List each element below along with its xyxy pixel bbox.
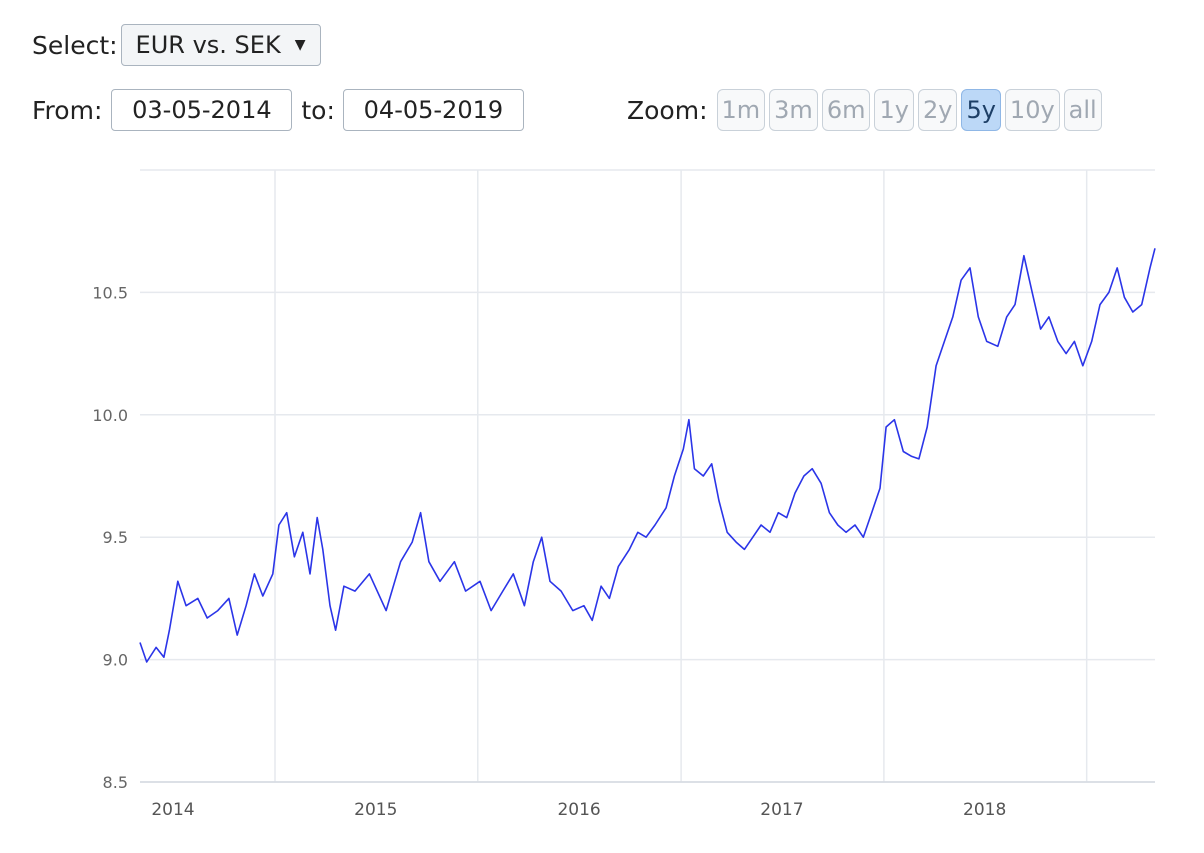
- to-label: to:: [301, 95, 335, 125]
- zoom-button-1m[interactable]: 1m: [716, 89, 766, 131]
- x-tick-label: 2017: [760, 800, 803, 820]
- zoom-button-6m[interactable]: 6m: [821, 89, 871, 131]
- dropdown-caret-icon: ▼: [294, 37, 306, 53]
- y-tick-label: 9.5: [103, 528, 128, 547]
- y-tick-label: 9.0: [103, 651, 128, 670]
- from-date-input[interactable]: 03-05-2014: [111, 89, 293, 131]
- currency-pair-value: EUR vs. SEK: [135, 31, 281, 59]
- series-line: [139, 248, 1156, 663]
- zoom-button-1y[interactable]: 1y: [874, 89, 914, 131]
- currency-select-row: Select: EUR vs. SEK ▼: [32, 24, 321, 66]
- zoom-controls: Zoom: 1m 3m 6m 1y 2y 5y 10y all: [627, 89, 1106, 131]
- date-range-row: From: 03-05-2014 to: 04-05-2019: [32, 89, 524, 131]
- select-label: Select:: [32, 30, 118, 60]
- zoom-button-10y[interactable]: 10y: [1004, 89, 1060, 131]
- chart-axes: 8.5 9.0 9.5 10.0 10.5 2014 2015 2016 2017 2018: [92, 283, 1155, 820]
- chart-series: [139, 248, 1156, 663]
- x-tick-label: 2016: [557, 800, 600, 820]
- currency-pair-select[interactable]: EUR vs. SEK ▼: [120, 24, 321, 66]
- to-date-input[interactable]: 04-05-2019: [342, 89, 524, 131]
- from-label: From:: [32, 95, 103, 125]
- zoom-button-5y[interactable]: 5y: [961, 89, 1001, 131]
- zoom-button-2y[interactable]: 2y: [917, 89, 958, 131]
- chart-grid: [140, 169, 1155, 783]
- zoom-button-all[interactable]: all: [1063, 89, 1102, 131]
- y-tick-label: 10.0: [92, 406, 128, 425]
- y-tick-label: 10.5: [92, 283, 128, 302]
- x-tick-label: 2014: [151, 800, 194, 820]
- zoom-button-3m[interactable]: 3m: [769, 89, 818, 131]
- x-tick-label: 2018: [963, 800, 1006, 820]
- y-tick-label: 8.5: [103, 773, 128, 792]
- zoom-label: Zoom:: [627, 95, 708, 125]
- x-tick-label: 2015: [354, 800, 397, 820]
